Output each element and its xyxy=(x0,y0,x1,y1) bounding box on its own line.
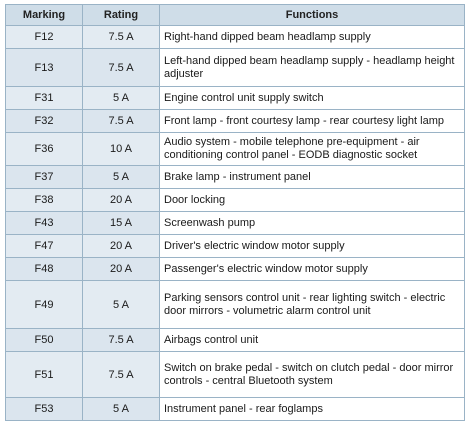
table-row: F12 7.5 A Right-hand dipped beam headlam… xyxy=(5,25,465,49)
rating-cell: 20 A xyxy=(82,234,160,258)
fuse-table: Marking Rating Functions F12 7.5 A Right… xyxy=(5,4,465,421)
function-cell: Parking sensors control unit - rear ligh… xyxy=(159,280,465,329)
table-row: F47 20 A Driver's electric window motor … xyxy=(5,234,465,258)
marking-cell: F36 xyxy=(5,132,83,166)
table-row: F13 7.5 A Left-hand dipped beam headlamp… xyxy=(5,48,465,87)
marking-cell: F48 xyxy=(5,257,83,281)
marking-cell: F49 xyxy=(5,280,83,329)
table-row: F32 7.5 A Front lamp - front courtesy la… xyxy=(5,109,465,133)
table-row: F43 15 A Screenwash pump xyxy=(5,211,465,235)
function-cell: Screenwash pump xyxy=(159,211,465,235)
rating-cell: 7.5 A xyxy=(82,109,160,133)
table-row: F50 7.5 A Airbags control unit xyxy=(5,328,465,352)
marking-cell: F47 xyxy=(5,234,83,258)
rating-cell: 7.5 A xyxy=(82,328,160,352)
table-row: F48 20 A Passenger's electric window mot… xyxy=(5,257,465,281)
marking-cell: F38 xyxy=(5,188,83,212)
rating-cell: 5 A xyxy=(82,280,160,329)
function-cell: Switch on brake pedal - switch on clutch… xyxy=(159,351,465,398)
function-cell: Front lamp - front courtesy lamp - rear … xyxy=(159,109,465,133)
rating-cell: 20 A xyxy=(82,188,160,212)
rating-cell: 10 A xyxy=(82,132,160,166)
marking-cell: F31 xyxy=(5,86,83,110)
rating-cell: 5 A xyxy=(82,165,160,189)
marking-cell: F51 xyxy=(5,351,83,398)
function-cell: Audio system - mobile telephone pre-equi… xyxy=(159,132,465,166)
marking-cell: F53 xyxy=(5,397,83,421)
marking-cell: F50 xyxy=(5,328,83,352)
table-row: F31 5 A Engine control unit supply switc… xyxy=(5,86,465,110)
rating-cell: 5 A xyxy=(82,86,160,110)
function-cell: Driver's electric window motor supply xyxy=(159,234,465,258)
rating-cell: 5 A xyxy=(82,397,160,421)
function-cell: Airbags control unit xyxy=(159,328,465,352)
function-cell: Brake lamp - instrument panel xyxy=(159,165,465,189)
function-cell: Right-hand dipped beam headlamp supply xyxy=(159,25,465,49)
rating-cell: 20 A xyxy=(82,257,160,281)
rating-cell: 7.5 A xyxy=(82,25,160,49)
marking-cell: F37 xyxy=(5,165,83,189)
rating-cell: 7.5 A xyxy=(82,48,160,87)
table-row: F49 5 A Parking sensors control unit - r… xyxy=(5,280,465,329)
function-cell: Left-hand dipped beam headlamp supply - … xyxy=(159,48,465,87)
function-cell: Door locking xyxy=(159,188,465,212)
table-row: F53 5 A Instrument panel - rear foglamps xyxy=(5,397,465,421)
marking-cell: F13 xyxy=(5,48,83,87)
rating-cell: 7.5 A xyxy=(82,351,160,398)
function-cell: Instrument panel - rear foglamps xyxy=(159,397,465,421)
rating-cell: 15 A xyxy=(82,211,160,235)
marking-cell: F12 xyxy=(5,25,83,49)
header-row: Marking Rating Functions xyxy=(5,4,465,26)
marking-cell: F32 xyxy=(5,109,83,133)
table-row: F36 10 A Audio system - mobile telephone… xyxy=(5,132,465,166)
header-rating: Rating xyxy=(82,4,160,26)
header-marking: Marking xyxy=(5,4,83,26)
table-row: F51 7.5 A Switch on brake pedal - switch… xyxy=(5,351,465,398)
table-row: F38 20 A Door locking xyxy=(5,188,465,212)
function-cell: Passenger's electric window motor supply xyxy=(159,257,465,281)
header-functions: Functions xyxy=(159,4,465,26)
marking-cell: F43 xyxy=(5,211,83,235)
function-cell: Engine control unit supply switch xyxy=(159,86,465,110)
table-row: F37 5 A Brake lamp - instrument panel xyxy=(5,165,465,189)
